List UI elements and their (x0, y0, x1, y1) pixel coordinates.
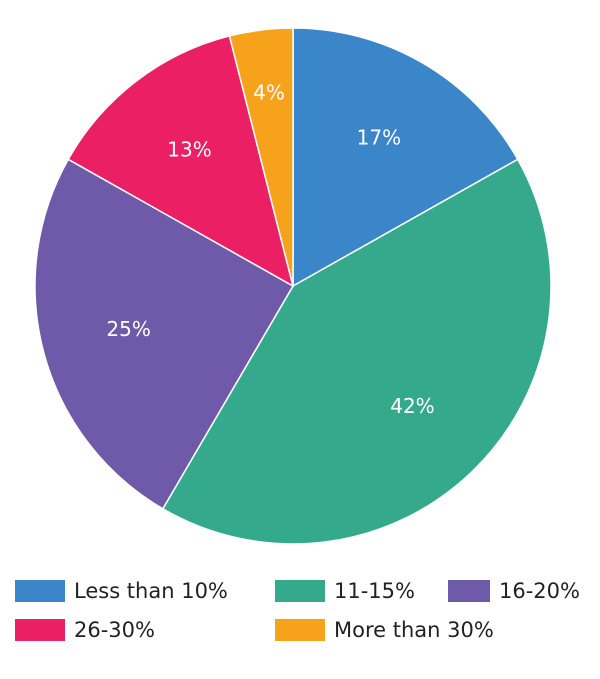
pie-slice (292, 27, 519, 288)
value-label: 13% (167, 137, 211, 161)
value-label: 42% (390, 394, 434, 418)
value-label: 4% (253, 80, 285, 104)
legend-swatch (448, 580, 490, 602)
pie-slice (34, 158, 295, 510)
legend-label: Less than 10% (74, 579, 228, 603)
legend-swatch (15, 619, 65, 641)
pie-slice (228, 27, 294, 287)
pie-slice (161, 158, 552, 545)
legend-label: More than 30% (334, 618, 494, 642)
value-label: 25% (106, 317, 150, 341)
pie-slice (67, 35, 295, 288)
legend-label: 11-15% (334, 579, 415, 603)
legend-label: 16-20% (499, 579, 580, 603)
value-label: 17% (357, 125, 401, 149)
legend-swatch (275, 619, 325, 641)
legend-label: 26-30% (74, 618, 155, 642)
legend-swatch (15, 580, 65, 602)
legend-swatch (275, 580, 325, 602)
